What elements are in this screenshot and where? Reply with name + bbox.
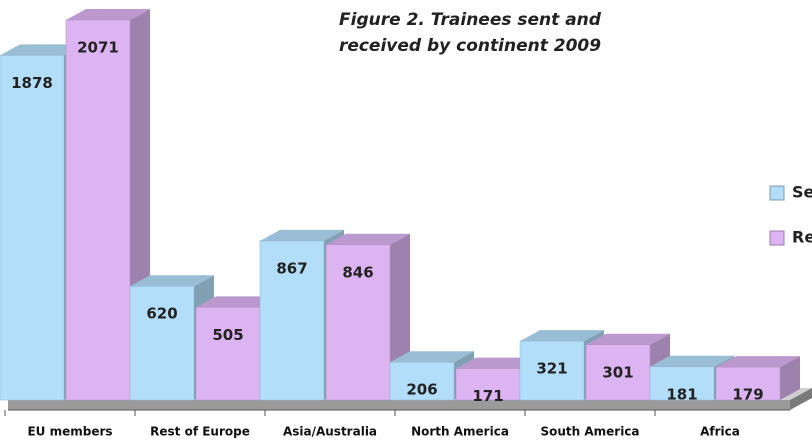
bar-top <box>0 44 84 56</box>
bar <box>195 307 261 401</box>
bar <box>585 344 651 401</box>
bar <box>649 366 715 401</box>
bar-top <box>456 357 540 369</box>
data-label: 867 <box>276 259 307 277</box>
bar-top <box>586 333 670 345</box>
bar <box>65 19 131 401</box>
bar-top <box>130 275 214 287</box>
chart-title: received by continent 2009 <box>339 36 601 56</box>
bar-side <box>780 356 800 400</box>
legend-label: Sent <box>792 183 812 202</box>
chart-title: Figure 2. Trainees sent and <box>339 10 602 30</box>
data-label: 321 <box>536 360 567 378</box>
bar-top <box>390 351 474 363</box>
data-label: 846 <box>342 263 373 281</box>
x-tick-label: Rest of Europe <box>150 425 250 439</box>
data-label: 181 <box>666 385 697 403</box>
bar-top <box>260 229 344 241</box>
bar <box>519 340 585 401</box>
data-label: 2071 <box>77 39 119 57</box>
x-tick-label: Africa <box>700 425 740 439</box>
floor-edge <box>8 400 790 410</box>
bar <box>455 368 521 401</box>
data-label: 301 <box>602 363 633 381</box>
floor-side <box>790 388 812 410</box>
bar <box>259 240 325 401</box>
legend-swatch <box>769 230 785 246</box>
legend-label: Received <box>792 228 812 247</box>
data-label: 1878 <box>11 74 53 92</box>
data-label: 206 <box>406 381 437 399</box>
x-tick-label: EU members <box>27 425 112 439</box>
x-tick-label: South America <box>540 425 639 439</box>
data-label: 171 <box>472 387 503 405</box>
bar-top <box>196 296 280 308</box>
bar <box>389 361 455 401</box>
bar <box>0 55 65 401</box>
bar-top <box>520 330 604 342</box>
data-label: 179 <box>732 386 763 404</box>
bar-top <box>716 356 800 368</box>
bar-top <box>66 9 150 20</box>
x-tick-label: Asia/Australia <box>283 425 377 439</box>
data-label: 505 <box>212 326 243 344</box>
x-tick-label: North America <box>411 425 509 439</box>
bar <box>129 285 195 401</box>
data-label: 620 <box>146 305 177 323</box>
bar <box>325 244 391 401</box>
bar-top <box>650 355 734 367</box>
bar <box>715 366 781 401</box>
bar-top <box>326 233 410 245</box>
legend-swatch <box>769 185 785 201</box>
